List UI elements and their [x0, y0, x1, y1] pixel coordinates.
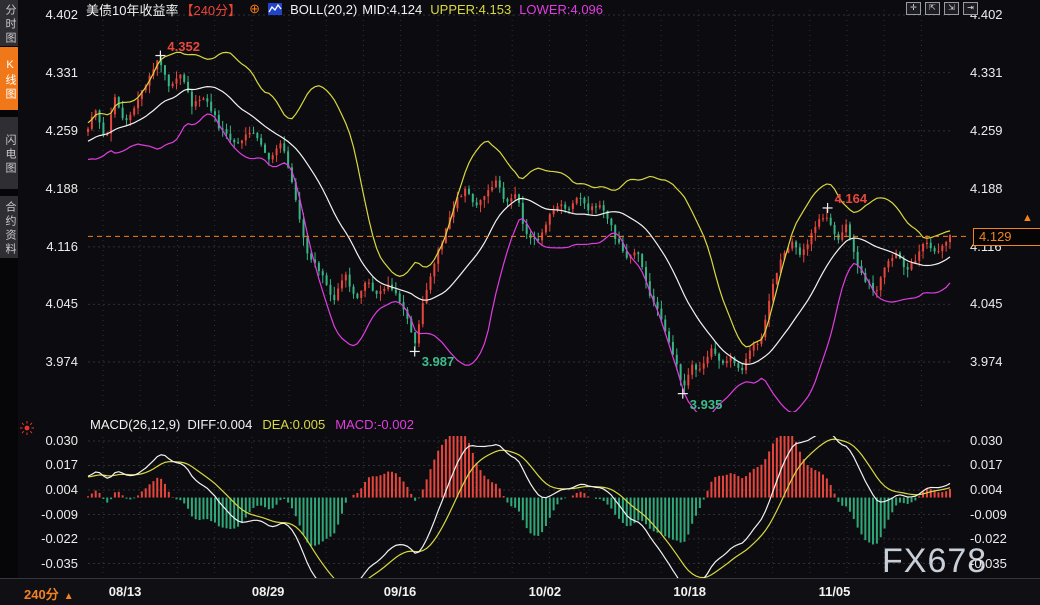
period-selector[interactable]: 240分 ▲: [24, 587, 74, 602]
macd-axis-tick-right: 0.030: [970, 432, 1003, 448]
macd-hist-value: MACD:-0.002: [335, 417, 414, 432]
instrument-title: 美债10年收益率: [86, 2, 179, 18]
y-axis-tick-right: 4.331: [970, 64, 1003, 80]
period-dropdown-icon: ▲: [63, 591, 74, 602]
x-axis-date-label: 08/13: [108, 584, 142, 599]
x-axis-date-label: 10/02: [528, 584, 562, 599]
x-axis-date-label: 09/16: [383, 584, 417, 599]
pane-popout-icon[interactable]: ⇥: [963, 2, 978, 15]
macd-axis-tick: 0.017: [45, 457, 78, 473]
y-axis-tick: 4.116: [46, 238, 78, 254]
boll-upper-value: UPPER:4.153: [430, 1, 512, 17]
macd-axis-tick: 0.004: [45, 482, 78, 497]
price-annotation: 4.352: [167, 38, 200, 54]
macd-formula: MACD(26,12,9): [90, 417, 181, 432]
chart-type-sidebar: 分时图 K线图 闪电图 合约资料: [0, 0, 18, 605]
price-annotation: 4.164: [834, 190, 868, 206]
y-axis-tick-right: 4.402: [970, 7, 1003, 22]
period-tag: 【240分】: [180, 2, 242, 18]
line-chart-icon[interactable]: [268, 3, 283, 15]
macd-axis-tick-right: 0.017: [970, 457, 1003, 473]
add-indicator-icon[interactable]: ⊕: [249, 1, 261, 16]
macd-axis-tick: -0.035: [41, 555, 78, 571]
y-axis-tick-right: 4.045: [970, 296, 1003, 312]
last-price-tag: 4.129: [973, 228, 1040, 247]
macd-dea-value: DEA:0.005: [262, 417, 326, 432]
macd-axis-tick-right: 0.004: [970, 482, 1003, 497]
macd-axis-tick-right: -0.035: [970, 555, 1007, 571]
alert-burst-icon: [19, 420, 35, 441]
time-axis-bar: 240分 ▲ 08/13 08/29 09/16 10/02 10/18 11/05: [0, 578, 1040, 605]
x-axis-date-label: 10/18: [673, 584, 706, 599]
y-axis-tick: 4.259: [45, 122, 78, 138]
macd-axis-tick: -0.009: [41, 506, 78, 522]
boll-mid-value: MID:4.124: [362, 1, 423, 17]
macd-axis-tick: 0.030: [45, 432, 78, 448]
macd-axis-tick-right: -0.009: [970, 506, 1007, 522]
y-axis-tick-right: 4.259: [970, 122, 1003, 138]
x-axis-date-label: 11/05: [818, 584, 851, 599]
y-axis-tick: 4.331: [45, 64, 78, 80]
macd-axis-tick-right: -0.022: [970, 531, 1007, 546]
y-axis-tick: 4.188: [45, 180, 78, 196]
price-up-arrow-icon: ▲: [1022, 212, 1033, 225]
macd-diff-value: DIFF:0.004: [187, 417, 253, 432]
y-axis-tick: 4.045: [45, 296, 78, 312]
boll-lower-value: LOWER:4.096: [519, 1, 604, 17]
boll-label: BOLL(20,2): [290, 1, 358, 17]
chart-header: 美债10年收益率 【240分】 ⊕ BOLL(20,2) MID:4.124 UP…: [86, 1, 604, 18]
sidebar-item-contract-info[interactable]: 合约资料: [0, 196, 18, 258]
watermark: FX678: [882, 542, 988, 580]
y-axis-tick: 4.402: [45, 7, 78, 22]
sidebar-item-lightning-chart[interactable]: 闪电图: [0, 117, 18, 189]
crosshair-icon[interactable]: ✛: [906, 2, 921, 15]
price-annotation: 3.935: [689, 396, 723, 412]
x-axis-date-label: 08/29: [251, 584, 285, 599]
pane-restore-icon[interactable]: ⇲: [944, 2, 959, 15]
y-axis-tick-right: 3.974: [970, 354, 1003, 369]
sidebar-item-time-chart[interactable]: 分时图: [0, 0, 18, 46]
pane-dock-icon[interactable]: ⇱: [925, 2, 940, 15]
chart-toolbar: ✛ ⇱ ⇲ ⇥: [906, 2, 978, 15]
macd-axis-tick: -0.022: [41, 531, 78, 546]
sidebar-item-candle-chart[interactable]: K线图: [0, 47, 18, 110]
macd-header: MACD(26,12,9) DIFF:0.004 DEA:0.005 MACD:…: [90, 417, 414, 432]
price-annotation: 3.987: [421, 354, 455, 370]
y-axis-tick-right: 4.188: [970, 180, 1003, 196]
y-axis-tick: 3.974: [45, 354, 78, 369]
